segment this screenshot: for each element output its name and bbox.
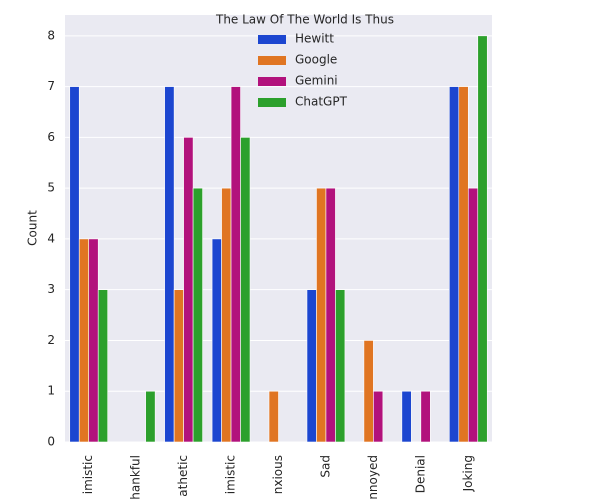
bar (97, 289, 109, 443)
x-tick-label: Joking (461, 455, 475, 492)
legend-label: Hewitt (295, 32, 334, 46)
bar (173, 289, 184, 443)
bar (420, 390, 431, 443)
legend-swatch (258, 98, 286, 107)
y-tick-label: 1 (47, 384, 55, 398)
bar (306, 289, 317, 443)
x-tick-label: Sad (318, 455, 332, 478)
y-tick-label: 5 (47, 181, 55, 195)
y-tick-label: 8 (47, 28, 55, 42)
bar (69, 86, 80, 443)
bar (211, 238, 222, 443)
y-tick-label: 7 (47, 79, 55, 93)
bar (448, 86, 460, 443)
bar (88, 238, 99, 443)
bar (192, 187, 203, 443)
y-tick-label: 4 (47, 231, 55, 245)
y-tick-label: 6 (47, 130, 55, 144)
x-tick-label: imistic (224, 455, 238, 494)
bar (240, 137, 251, 443)
y-axis-label: Count (26, 210, 40, 246)
bar (325, 187, 336, 443)
bar (458, 86, 469, 443)
bar (467, 187, 479, 443)
x-tick-label: nnoyed (366, 455, 380, 500)
legend-title: The Law Of The World Is Thus (215, 13, 394, 27)
bar (78, 238, 90, 443)
x-tick-label: athetic (176, 455, 190, 497)
x-tick-label: nxious (271, 455, 285, 494)
bar (268, 390, 279, 443)
y-tick-label: 0 (47, 435, 55, 449)
y-tick-label: 2 (47, 333, 55, 347)
bar (164, 86, 175, 443)
bar (145, 390, 156, 443)
legend-label: ChatGPT (295, 95, 348, 109)
bar (363, 340, 374, 443)
bar (335, 289, 346, 443)
legend-swatch (258, 56, 286, 65)
bar (477, 35, 488, 443)
legend-swatch (258, 77, 286, 86)
legend-label: Google (295, 53, 337, 67)
x-tick-label: Denial (413, 455, 427, 493)
legend-label: Gemini (295, 74, 338, 88)
bar (230, 86, 241, 443)
x-tick-label: hankful (129, 455, 143, 500)
bar (373, 390, 384, 443)
bar (316, 187, 327, 443)
y-tick-label: 3 (47, 282, 55, 296)
bar (221, 187, 232, 443)
x-tick-label: imistic (81, 455, 95, 494)
bar (183, 137, 194, 443)
bar (401, 390, 412, 443)
legend-swatch (258, 35, 286, 44)
